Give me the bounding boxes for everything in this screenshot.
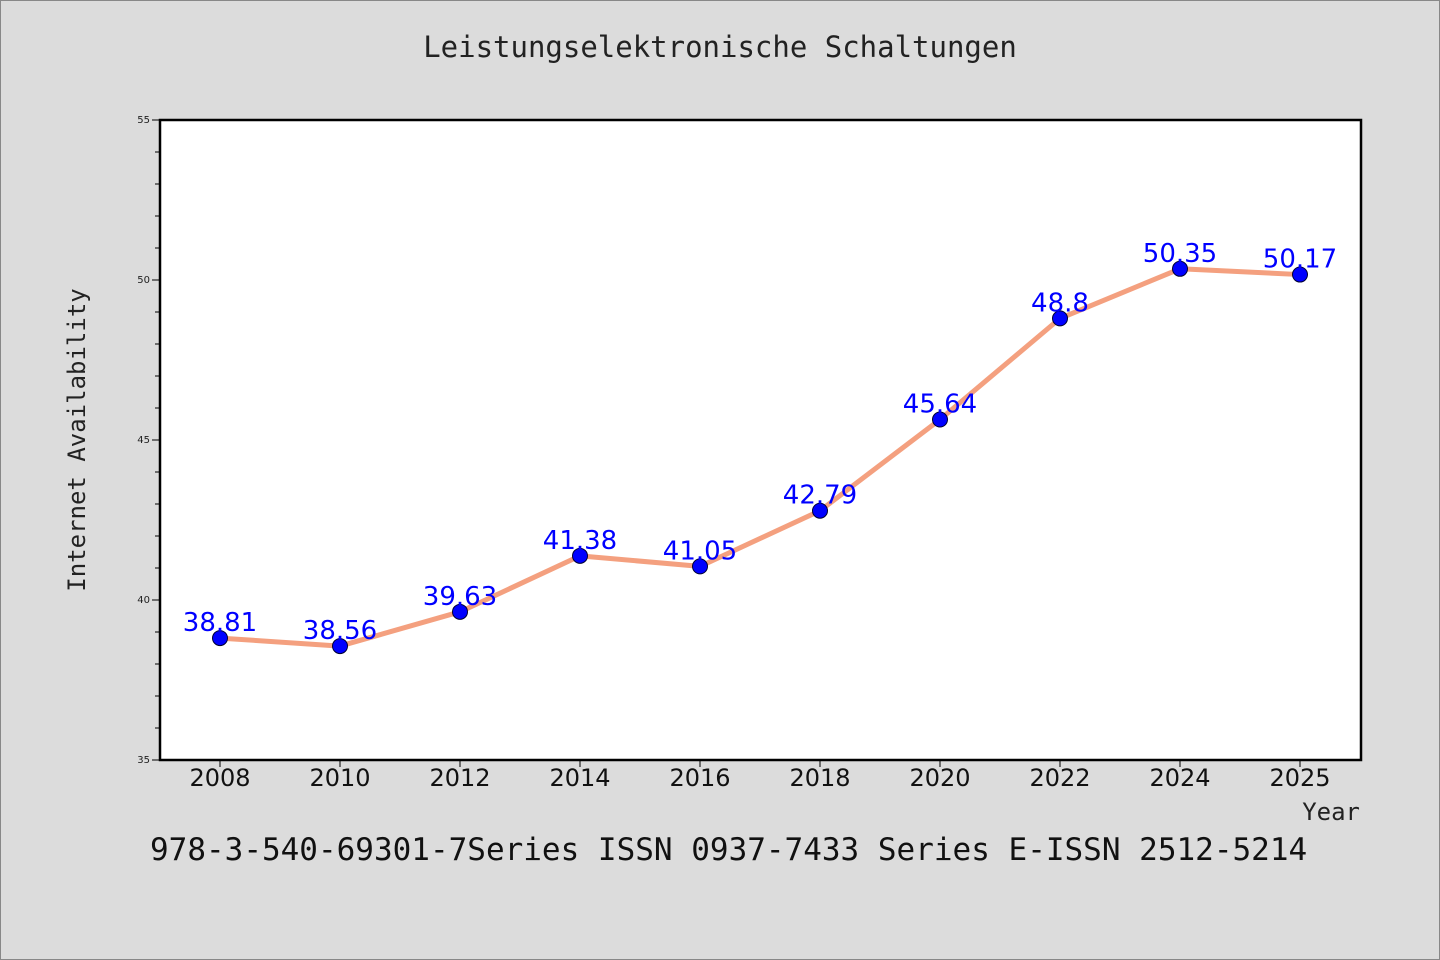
data-labels: 38.81 38.56 39.63 41.38 41.05 42.79 45.64 48.8 5…: [183, 239, 1337, 646]
y-tick-label: 40: [137, 595, 150, 606]
data-label: 38.81: [183, 608, 257, 638]
data-point: [452, 603, 468, 620]
y-axis-label: Internet Availability: [63, 288, 91, 591]
data-label: 41.05: [663, 536, 737, 566]
data-point: [212, 630, 228, 647]
y-axis-ticks: 35 40 45 50 55: [137, 115, 160, 766]
data-point: [332, 638, 348, 655]
y-tick-label: 35: [137, 755, 150, 766]
x-tick-label: 2024: [1149, 764, 1210, 792]
data-label: 50.17: [1263, 245, 1337, 275]
x-tick-label: 2014: [549, 764, 610, 792]
data-point: [812, 502, 828, 519]
data-point: [1172, 260, 1188, 277]
data-label: 41.38: [543, 526, 617, 556]
x-axis-ticks: 2008 2010 2012 2014 2016 2018 2020 2022 2024 2025: [189, 760, 1331, 792]
plot-area: [158, 118, 1363, 762]
x-tick-label: 2012: [429, 764, 490, 792]
chart-title: Leistungselektronische Schaltungen: [423, 30, 1017, 64]
x-tick-label: 2025: [1269, 764, 1330, 792]
series-line: [217, 266, 1303, 649]
data-label: 39.63: [423, 582, 497, 612]
data-label: 50.35: [1143, 239, 1217, 269]
data-point: [572, 547, 588, 564]
y-tick-label: 45: [137, 435, 150, 446]
data-point: [1292, 266, 1308, 283]
data-label: 42.79: [783, 481, 857, 511]
x-tick-label: 2018: [789, 764, 850, 792]
x-tick-label: 2010: [309, 764, 370, 792]
series-markers: [212, 260, 1308, 655]
x-tick-label: 2016: [669, 764, 730, 792]
y-tick-label: 55: [137, 115, 150, 126]
x-tick-label: 2008: [189, 764, 250, 792]
y-tick-label: 50: [137, 275, 150, 286]
x-tick-label: 2020: [909, 764, 970, 792]
x-tick-label: 2022: [1029, 764, 1090, 792]
x-axis-label: Year: [1302, 798, 1360, 826]
data-point: [692, 558, 708, 575]
data-label: 48.8: [1031, 288, 1089, 318]
footer-isbn-issn: 978-3-540-69301-7Series ISSN 0937-7433 S…: [150, 832, 1308, 868]
data-label: 38.56: [303, 616, 377, 646]
data-point: [932, 411, 948, 428]
data-point: [1052, 310, 1068, 327]
data-label: 45.64: [903, 390, 977, 420]
